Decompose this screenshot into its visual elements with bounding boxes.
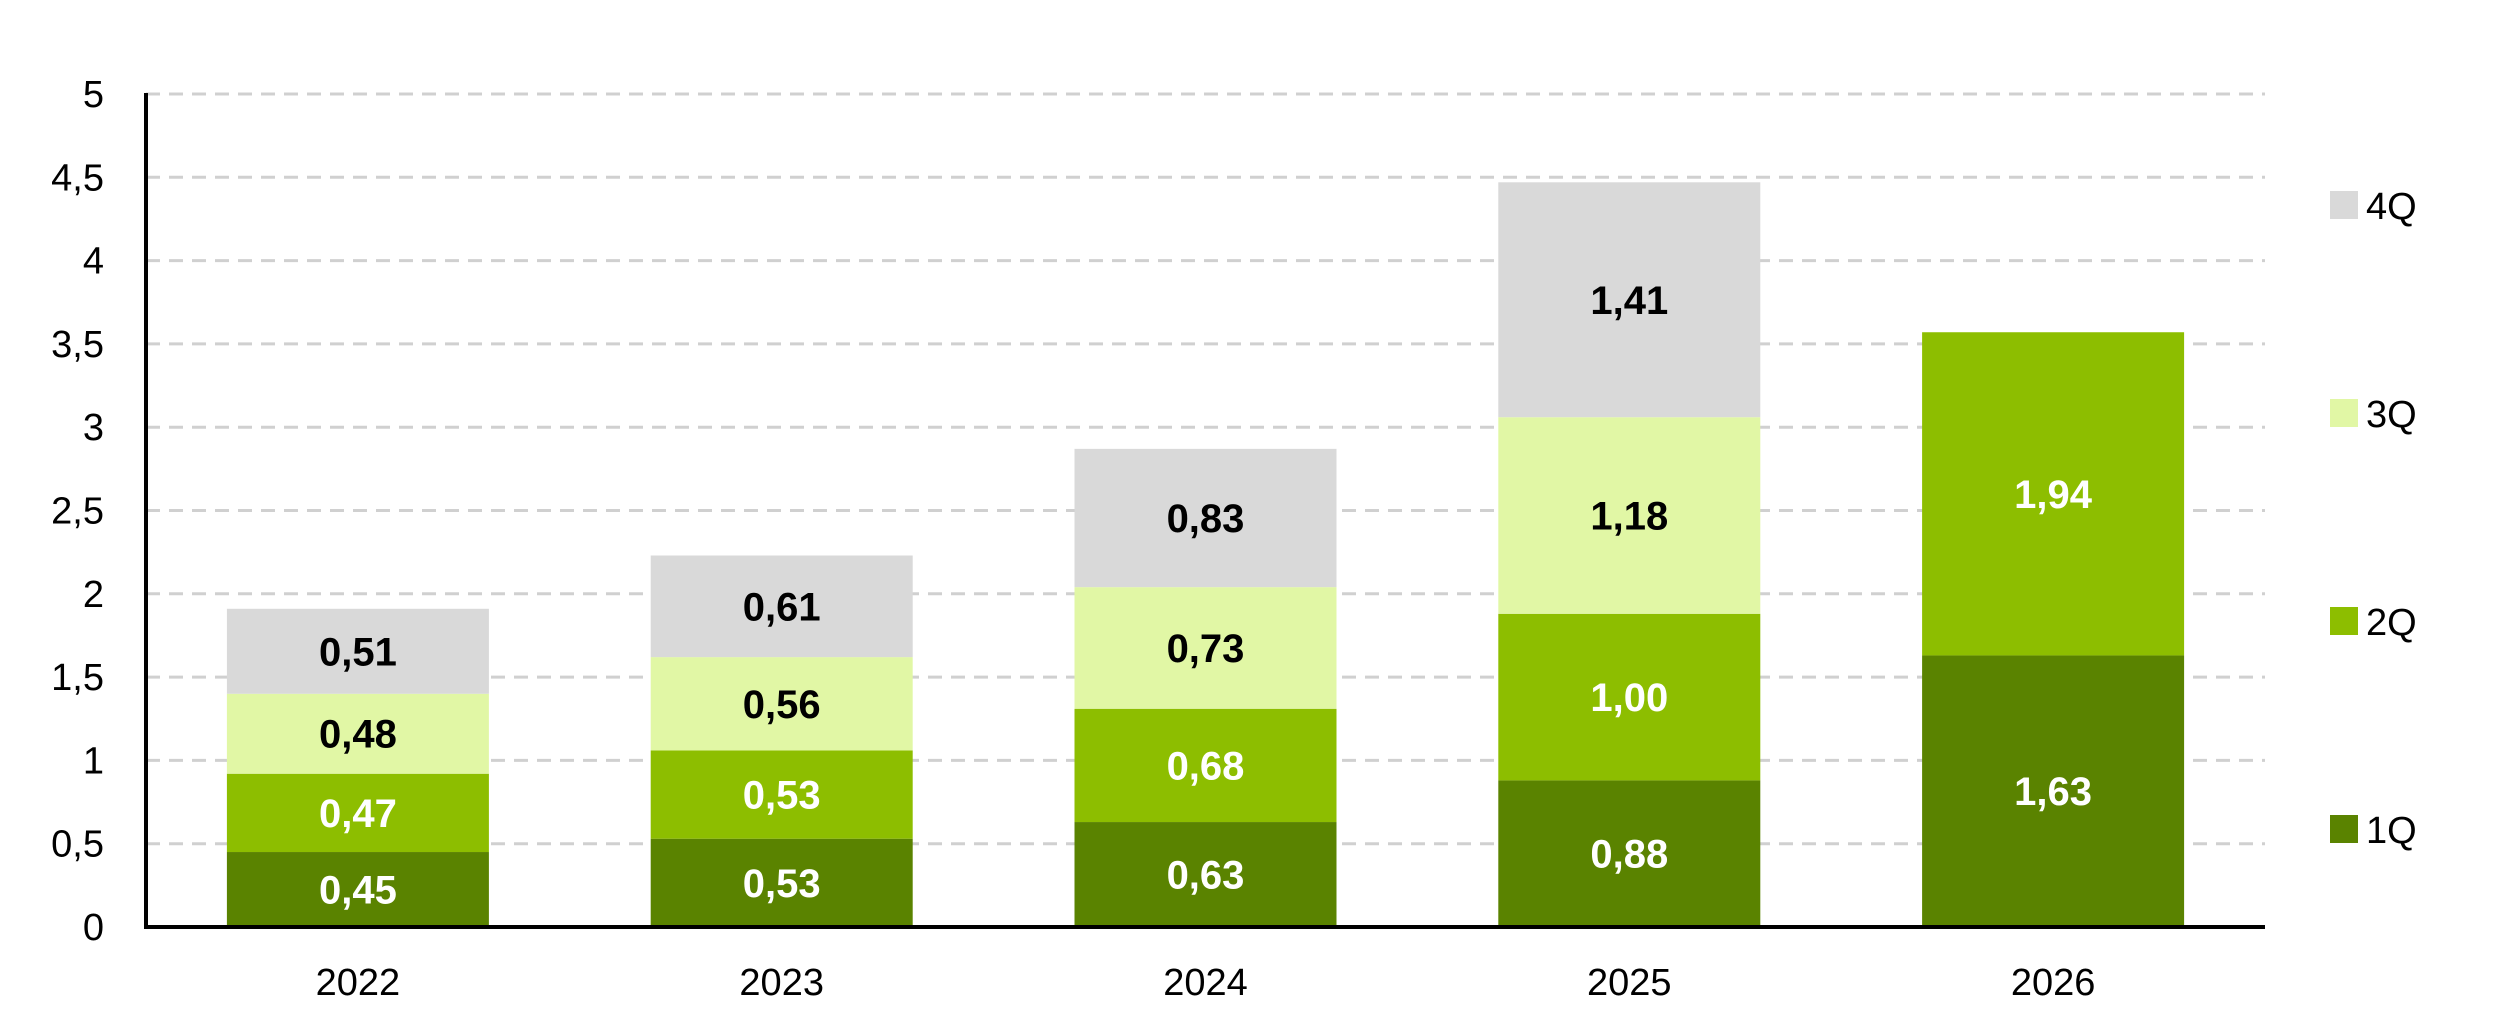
y-tick-label: 3,5 bbox=[51, 324, 104, 366]
data-labels: 0,45 0,47 0,48 0,51 0,53 0,53 0,56 0,61 0,63 0,68… bbox=[319, 279, 2093, 913]
data-label: 0,53 bbox=[743, 774, 821, 818]
x-tick-label: 2022 bbox=[316, 962, 401, 1004]
y-tick-label: 2,5 bbox=[51, 491, 104, 533]
legend-label: 2Q bbox=[2366, 602, 2417, 644]
y-tick-label: 0,5 bbox=[51, 824, 104, 866]
bar-segment bbox=[1922, 655, 2185, 927]
bar-segment bbox=[650, 657, 913, 751]
bar-segment bbox=[650, 555, 913, 658]
legend-swatch bbox=[2330, 191, 2358, 219]
x-axis: 2022 2023 2024 2025 2026 bbox=[144, 925, 2265, 1004]
bar-segment bbox=[226, 773, 489, 853]
legend-label: 1Q bbox=[2366, 810, 2417, 852]
data-label: 0,88 bbox=[1590, 833, 1668, 877]
legend-swatch bbox=[2330, 815, 2358, 843]
legend: 4Q 3Q 2Q 1Q bbox=[2330, 186, 2417, 852]
data-label: 1,63 bbox=[2014, 770, 2092, 814]
y-tick-label: 0 bbox=[83, 907, 104, 949]
bar-segment bbox=[1074, 448, 1337, 588]
y-tick-label: 1,5 bbox=[51, 657, 104, 699]
bar-segment bbox=[226, 693, 489, 774]
data-label: 0,51 bbox=[319, 630, 397, 674]
legend-swatch bbox=[2330, 607, 2358, 635]
legend-label: 4Q bbox=[2366, 186, 2417, 228]
data-label: 0,56 bbox=[743, 683, 821, 727]
x-tick-label: 2024 bbox=[1163, 962, 1248, 1004]
y-tick-label: 1 bbox=[83, 740, 104, 782]
data-label: 0,45 bbox=[319, 869, 397, 913]
data-label: 1,41 bbox=[1590, 279, 1668, 323]
bar-segment bbox=[1498, 613, 1761, 781]
y-axis: 0 0,5 1 1,5 2 2,5 3 3,5 4 4,5 5 bbox=[51, 74, 148, 949]
bar-segment bbox=[1074, 587, 1337, 709]
bar-segment bbox=[650, 750, 913, 839]
x-tick-label: 2023 bbox=[739, 962, 824, 1004]
legend-label: 3Q bbox=[2366, 394, 2417, 436]
bar-segment bbox=[1498, 417, 1761, 614]
bar-segment bbox=[650, 838, 913, 927]
y-tick-label: 5 bbox=[83, 74, 104, 116]
bar-segment bbox=[226, 608, 489, 694]
x-tick-label: 2026 bbox=[2011, 962, 2096, 1004]
bar-segment bbox=[1498, 780, 1761, 927]
data-label: 1,18 bbox=[1590, 494, 1668, 538]
data-label: 0,53 bbox=[743, 862, 821, 906]
x-tick-label: 2025 bbox=[1587, 962, 1672, 1004]
bar-segment bbox=[1074, 822, 1337, 927]
data-label: 0,47 bbox=[319, 792, 397, 836]
data-label: 0,63 bbox=[1167, 854, 1245, 898]
y-tick-label: 4 bbox=[83, 241, 104, 283]
data-label: 0,83 bbox=[1167, 497, 1245, 541]
data-label: 0,48 bbox=[319, 713, 397, 757]
data-label: 1,00 bbox=[1590, 676, 1668, 720]
legend-swatch bbox=[2330, 399, 2358, 427]
data-label: 1,94 bbox=[2014, 473, 2093, 517]
bars bbox=[226, 182, 2185, 927]
y-tick-label: 3 bbox=[83, 407, 104, 449]
data-label: 0,73 bbox=[1167, 627, 1245, 671]
bar-segment bbox=[1498, 182, 1761, 418]
bar-segment bbox=[226, 852, 489, 927]
data-label: 0,68 bbox=[1167, 744, 1245, 788]
y-tick-label: 2 bbox=[83, 574, 104, 616]
bar-segment bbox=[1074, 708, 1337, 823]
data-label: 0,61 bbox=[743, 585, 821, 629]
y-tick-label: 4,5 bbox=[51, 157, 104, 199]
bar-segment bbox=[1922, 332, 2185, 656]
